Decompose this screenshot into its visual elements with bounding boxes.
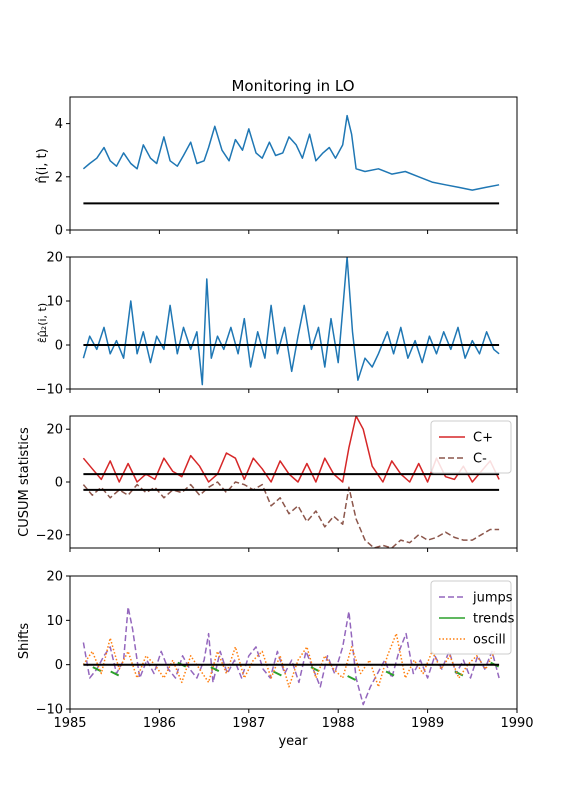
ytick-label: 10 bbox=[46, 614, 63, 629]
panel-shifts: −10 0 10 20 1985 1986 1987 1988 1989 1990 jumps tre… bbox=[36, 570, 534, 732]
ylabel-epsilon: ε̂μ̂₂(i, t) bbox=[36, 303, 49, 343]
ytick-label: 0 bbox=[55, 476, 63, 491]
ytick-label: −20 bbox=[36, 528, 63, 543]
axes-frame bbox=[69, 96, 518, 231]
legend-label: C- bbox=[473, 452, 487, 467]
ytick-label: 20 bbox=[46, 570, 63, 585]
series-segment-trends bbox=[310, 666, 320, 672]
chart-title: Monitoring in LO bbox=[231, 77, 354, 95]
xtick-label: 1990 bbox=[500, 716, 533, 731]
panel-epsilon: −10 0 10 20 bbox=[36, 251, 518, 398]
legend bbox=[430, 420, 512, 474]
legend bbox=[430, 580, 512, 655]
legend-label: jumps bbox=[472, 591, 513, 606]
axes-frame bbox=[69, 256, 518, 390]
ytick-label: 0 bbox=[55, 339, 63, 354]
ylabel-cusum: CUSUM statistics bbox=[17, 427, 32, 537]
panel-eta: 0 2 4 bbox=[55, 96, 518, 239]
ytick-label: −10 bbox=[36, 703, 63, 718]
series-line-oscill bbox=[82, 632, 496, 688]
series-line-data bbox=[82, 257, 500, 386]
legend-label: C+ bbox=[473, 431, 493, 446]
axes-frame bbox=[69, 415, 518, 549]
legend-label: oscill bbox=[473, 633, 506, 648]
legend-label: trends bbox=[473, 612, 515, 627]
series-segment-trends bbox=[347, 675, 357, 681]
series-line-c bbox=[82, 416, 500, 483]
series-line-c bbox=[82, 481, 500, 548]
ylabel-shifts: Shifts bbox=[17, 623, 32, 660]
xtick-label: 1985 bbox=[53, 716, 86, 731]
ytick-label: 2 bbox=[55, 170, 63, 185]
ytick-label: −10 bbox=[36, 383, 63, 398]
ytick-label: 20 bbox=[46, 423, 63, 438]
ytick-label: 0 bbox=[55, 658, 63, 673]
xtick-label: 1986 bbox=[143, 716, 176, 731]
series-segment-trends bbox=[110, 670, 120, 677]
ytick-label: 20 bbox=[46, 251, 63, 266]
ytick-label: 0 bbox=[55, 224, 63, 239]
xtick-label: 1987 bbox=[232, 716, 265, 731]
series-segment-trends bbox=[272, 670, 282, 677]
xtick-label: 1988 bbox=[322, 716, 355, 731]
xlabel-year: year bbox=[278, 734, 308, 749]
axes-frame bbox=[69, 575, 518, 710]
xtick-label: 1989 bbox=[411, 716, 444, 731]
ytick-label: 4 bbox=[55, 117, 63, 132]
ylabel-eta: η̂(i, t) bbox=[35, 148, 50, 183]
series-segment-trends bbox=[210, 666, 220, 672]
ytick-label: 10 bbox=[46, 295, 63, 310]
series-segment-trends bbox=[385, 670, 395, 677]
panel-cusum: −20 0 20 C+ C- bbox=[36, 415, 518, 552]
series-line-data bbox=[82, 114, 500, 191]
series-line-jumps bbox=[82, 606, 500, 706]
